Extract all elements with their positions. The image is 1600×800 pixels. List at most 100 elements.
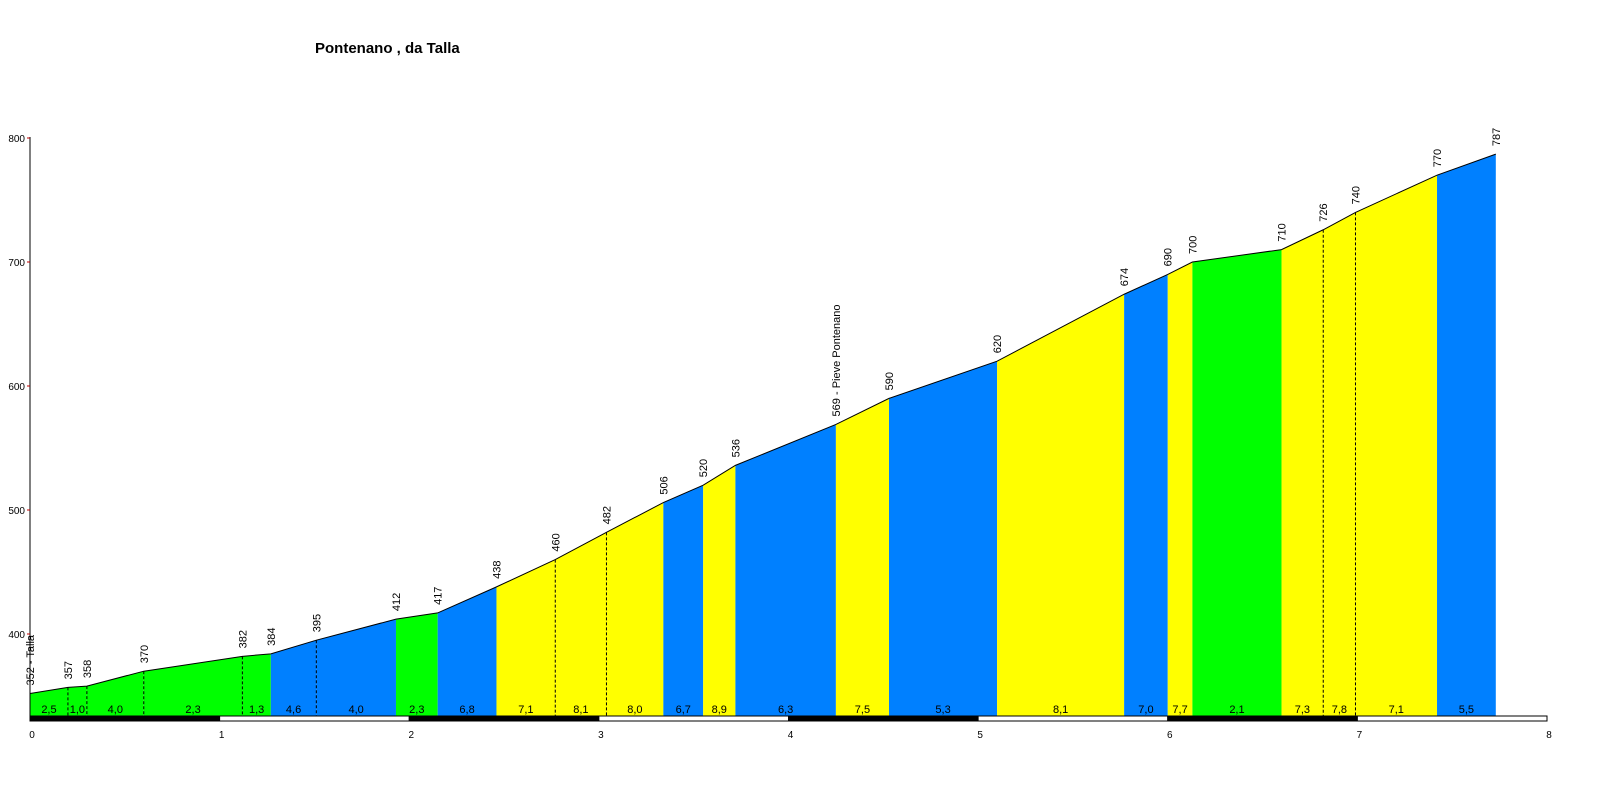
elevation-label: 710 (1277, 223, 1289, 241)
gradient-labels: 2,5 1,0 4,0 2,3 1,3 4,6 4,0 2,3 6,8 7,1 8,1 8,0 6,7 8… (41, 704, 1474, 716)
segment-area (555, 532, 607, 717)
x-tick-label: 4 (788, 730, 794, 741)
segment-area (496, 559, 556, 717)
elevation-label: 700 (1187, 236, 1199, 254)
profile-line (29, 153, 1496, 695)
segment-area (395, 612, 438, 717)
elevation-label: 357 (63, 661, 75, 679)
gradient-label: 7,7 (1172, 704, 1187, 716)
gradient-label: 5,3 (935, 704, 950, 716)
gradient-label: 8,9 (712, 704, 727, 716)
profile-outline (29, 153, 1496, 695)
segment-area (143, 656, 243, 717)
elevation-label: 370 (139, 645, 151, 663)
segment-area (270, 640, 317, 717)
gradient-label: 5,5 (1459, 704, 1474, 716)
gradient-label: 1,3 (249, 704, 264, 716)
elevation-labels: 352 - Talla 357 358 370 382 384 395 412 417 438 46… (25, 128, 1503, 686)
x-tick-label: 8 (1546, 730, 1552, 741)
elevation-label: 590 (884, 372, 896, 390)
elevation-label: 787 (1491, 128, 1503, 146)
elevation-label: 358 (82, 660, 94, 678)
x-tick-label: 3 (598, 730, 604, 741)
elevation-label: 482 (601, 506, 613, 524)
gradient-label: 7,5 (855, 704, 870, 716)
segment-areas (30, 154, 1496, 717)
elevation-label: 352 - Talla (25, 634, 37, 685)
gradient-label: 7,1 (1389, 704, 1404, 716)
gradient-label: 2,3 (409, 704, 424, 716)
y-tick-label: 600 (8, 382, 25, 393)
segment-area (663, 485, 704, 717)
segment-area (889, 361, 998, 717)
elevation-label: 536 (730, 439, 742, 457)
segment-area (1124, 274, 1168, 717)
x-tick-label: 2 (408, 730, 414, 741)
y-tick-label: 500 (8, 506, 25, 517)
segment-area (242, 653, 271, 717)
gradient-label: 7,8 (1332, 704, 1347, 716)
elevation-label: 690 (1163, 248, 1175, 266)
segment-area (67, 686, 87, 717)
segment-area (735, 424, 836, 717)
segment-area (1192, 249, 1282, 717)
gradient-label: 2,5 (41, 704, 56, 716)
elevation-label: 726 (1318, 203, 1330, 221)
gradient-label: 8,1 (1053, 704, 1068, 716)
gradient-label: 7,3 (1295, 704, 1310, 716)
gradient-label: 4,0 (108, 704, 123, 716)
segment-dividers (67, 212, 1356, 717)
y-tick-label: 400 (8, 630, 25, 641)
elevation-label: 382 (237, 630, 249, 648)
x-tick-label: 1 (219, 730, 225, 741)
segment-area (316, 619, 396, 717)
gradient-label: 6,7 (676, 704, 691, 716)
x-tick-label: 0 (29, 730, 35, 741)
distance-bar-segment (408, 715, 600, 722)
gradient-label: 7,1 (518, 704, 533, 716)
gradient-label: 8,1 (573, 704, 588, 716)
distance-bar-segment (977, 715, 1169, 722)
distance-bar-segment (1356, 715, 1548, 722)
distance-bar-segment (598, 715, 789, 722)
elevation-label: 620 (992, 335, 1004, 353)
elevation-label: 740 (1350, 186, 1362, 204)
chart-title: Pontenano , da Talla (315, 40, 460, 57)
x-tick-label: 7 (1357, 730, 1363, 741)
gradient-label: 4,0 (349, 704, 364, 716)
gradient-label: 6,8 (459, 704, 474, 716)
segment-area (1437, 154, 1496, 717)
segment-area (997, 294, 1125, 717)
elevation-label: 412 (391, 593, 403, 611)
segment-area (1355, 175, 1438, 717)
elevation-label: 384 (266, 627, 278, 645)
y-tick-label: 800 (8, 134, 25, 145)
elevation-label: 569 - Pieve Pontenano (831, 305, 843, 417)
distance-bar-segment (29, 715, 221, 722)
elevation-label: 520 (698, 459, 710, 477)
distance-bar-segment (1167, 715, 1358, 722)
segment-area (1167, 262, 1193, 717)
gradient-label: 6,3 (778, 704, 793, 716)
gradient-label: 1,0 (70, 704, 85, 716)
elevation-label: 506 (658, 476, 670, 494)
gradient-label: 2,3 (185, 704, 200, 716)
segment-area (1281, 229, 1324, 717)
segment-area (703, 465, 736, 717)
axes: 0 1 2 3 4 5 6 7 8 400 500 600 700 800 (8, 134, 1552, 741)
elevation-label: 438 (491, 561, 503, 579)
elevation-label: 460 (550, 533, 562, 551)
distance-bar-segment (788, 715, 979, 722)
y-tick-label: 700 (8, 258, 25, 269)
x-tick-label: 5 (977, 730, 983, 741)
elevation-label: 674 (1119, 268, 1131, 286)
x-tick-label: 6 (1167, 730, 1173, 741)
distance-bar-segment (219, 715, 410, 722)
segment-area (1323, 212, 1356, 717)
elevation-label: 770 (1432, 149, 1444, 167)
elevation-label: 395 (311, 614, 323, 632)
gradient-label: 7,0 (1138, 704, 1153, 716)
gradient-label: 4,6 (286, 704, 301, 716)
elevation-label: 417 (433, 587, 445, 605)
